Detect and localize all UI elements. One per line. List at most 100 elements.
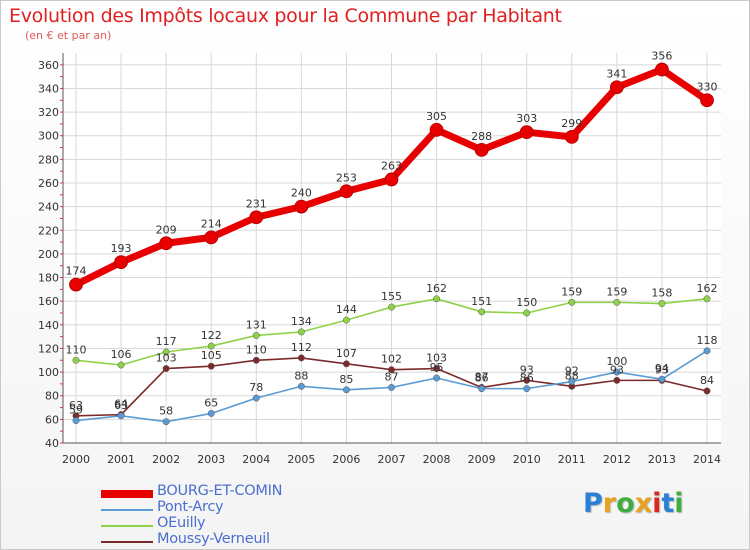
data-point [204,230,219,245]
data-point [703,347,711,355]
data-point [342,386,350,394]
data-label: 158 [651,287,672,300]
data-label: 86 [475,372,489,385]
data-label: 103 [426,352,447,365]
data-label: 88 [294,369,308,382]
data-point [388,366,395,374]
data-label: 84 [700,374,714,387]
logo-letter: P [583,488,603,519]
y-tick-label: 140 [38,319,59,332]
data-label: 356 [651,50,672,63]
data-point [703,295,711,303]
data-label: 63 [114,399,128,412]
data-point [342,316,350,324]
data-point [388,303,395,311]
legend-swatch [101,490,153,498]
data-label: 87 [475,370,489,383]
legend-item: Moussy-Verneuil [101,531,361,549]
x-tick-label: 2003 [197,453,225,466]
data-point [388,384,395,391]
x-tick-label: 2010 [513,453,541,466]
data-point [162,418,170,426]
data-point [568,378,576,385]
data-label: 240 [291,187,312,200]
chart-subtitle: (en € et par an) [25,29,112,42]
x-tick-label: 2009 [468,453,496,466]
data-point [297,328,305,336]
y-tick-label: 340 [38,82,59,95]
data-point [429,122,444,137]
data-label: 110 [246,343,267,356]
data-label: 63 [69,399,83,412]
x-tick-label: 2008 [423,453,451,466]
data-label: 162 [426,282,447,295]
logo-letter: t [661,488,675,519]
data-label: 78 [249,381,263,394]
data-point [609,80,624,95]
data-label: 341 [606,67,627,80]
data-point [207,410,215,417]
y-tick-label: 160 [38,295,59,308]
data-label: 118 [697,334,718,347]
legend-label: BOURG-ET-COMIN [157,483,283,499]
data-label: 103 [156,352,177,365]
x-tick-label: 2006 [332,453,360,466]
data-label: 93 [655,363,669,376]
data-label: 64 [114,398,128,411]
data-point [117,361,125,369]
data-point [114,255,128,270]
x-tick-label: 2011 [558,453,586,466]
chart-title: Evolution des Impôts locaux pour la Comm… [9,5,562,27]
data-point [474,143,489,157]
y-tick-label: 220 [38,224,59,237]
y-tick-label: 180 [38,272,59,285]
data-label: 159 [561,285,582,298]
data-label: 151 [471,295,492,308]
logo-letter: i [674,488,684,519]
data-point [117,412,125,420]
data-label: 263 [381,159,402,172]
y-tick-label: 40 [45,437,59,450]
data-point [613,298,621,306]
data-point [162,348,170,356]
data-point [72,356,80,364]
data-label: 288 [471,130,492,143]
data-label: 214 [201,217,222,230]
logo-letter: o [616,488,635,519]
x-tick-label: 2002 [152,453,180,466]
data-point [523,376,531,384]
x-tick-label: 2012 [603,453,631,466]
data-label: 58 [159,405,173,418]
data-point [384,172,399,187]
data-label: 150 [516,296,537,309]
y-tick-label: 60 [45,413,59,426]
data-point [655,62,669,77]
data-label: 131 [246,318,267,331]
data-label: 117 [156,335,177,348]
data-point [297,354,305,362]
data-label: 59 [69,404,83,417]
x-tick-label: 2013 [648,453,676,466]
data-point [658,300,666,307]
data-label: 174 [66,265,87,278]
data-label: 110 [66,343,87,356]
data-label: 303 [516,112,537,125]
data-point [72,417,80,424]
data-point [613,368,621,376]
data-point [700,93,714,108]
x-tick-label: 2005 [287,453,315,466]
data-point [252,332,260,339]
data-point [519,125,534,140]
data-label: 112 [291,341,312,354]
y-tick-label: 240 [38,201,59,214]
data-point [523,385,531,393]
data-label: 162 [697,282,718,295]
data-label: 93 [610,363,624,376]
x-tick-label: 2007 [378,453,406,466]
y-tick-label: 300 [38,130,59,143]
data-label: 144 [336,303,357,316]
legend-label: Pont-Arcy [157,499,224,515]
data-point [207,362,215,370]
data-point [564,130,579,144]
